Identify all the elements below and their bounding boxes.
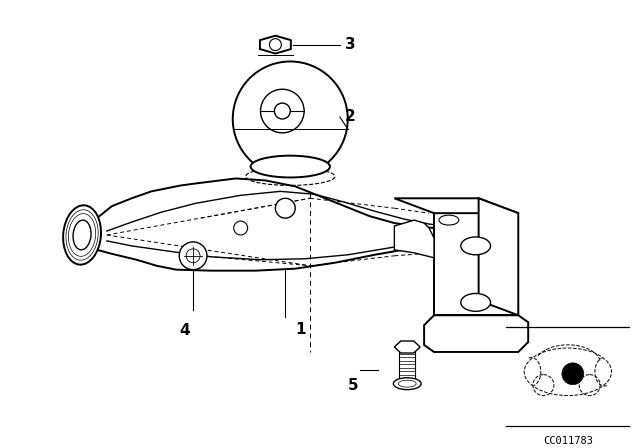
Circle shape [234, 221, 248, 235]
Text: 5: 5 [348, 378, 358, 393]
Text: 1: 1 [295, 322, 306, 337]
Circle shape [233, 61, 348, 177]
Ellipse shape [394, 378, 421, 390]
Polygon shape [394, 341, 420, 353]
Polygon shape [394, 198, 518, 213]
Circle shape [179, 242, 207, 270]
Polygon shape [97, 178, 474, 271]
Ellipse shape [73, 220, 91, 250]
Text: 4: 4 [179, 323, 190, 338]
Ellipse shape [398, 380, 416, 387]
Polygon shape [424, 315, 528, 352]
Polygon shape [260, 36, 291, 54]
Ellipse shape [63, 205, 101, 265]
Circle shape [275, 103, 291, 119]
Ellipse shape [439, 215, 459, 225]
Ellipse shape [251, 155, 330, 177]
Text: 2: 2 [345, 109, 356, 125]
Ellipse shape [461, 293, 490, 311]
Polygon shape [434, 213, 518, 315]
Polygon shape [394, 220, 434, 258]
Text: 3: 3 [345, 37, 355, 52]
Ellipse shape [461, 237, 490, 255]
Circle shape [186, 249, 200, 263]
Text: CC011783: CC011783 [543, 436, 593, 446]
Circle shape [260, 89, 304, 133]
Polygon shape [479, 198, 518, 315]
Circle shape [269, 39, 282, 51]
Circle shape [562, 363, 584, 385]
Circle shape [275, 198, 295, 218]
